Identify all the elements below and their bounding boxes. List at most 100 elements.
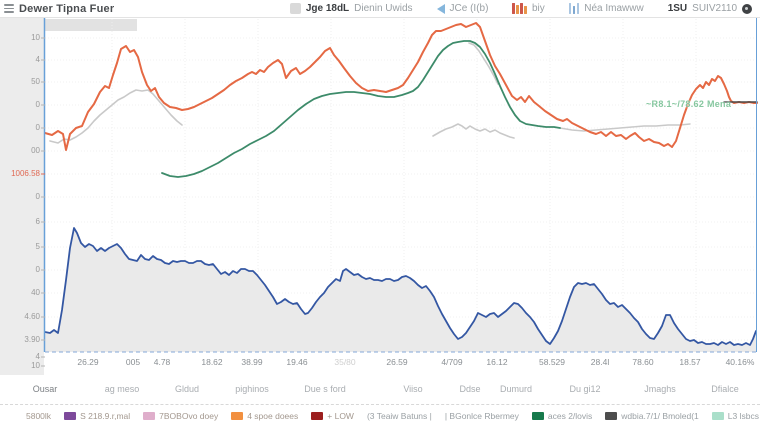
legend-swatch-icon [605, 411, 618, 420]
x-category-label[interactable]: Du gi12 [569, 384, 601, 394]
menu-item-5[interactable]: 1SU SUIV2110 [668, 3, 752, 14]
x-tick-value: 16.12 [486, 357, 508, 367]
x-category-label[interactable]: Ousar [32, 384, 58, 394]
price-annotation: ~R8.1~/78.62 Mena [646, 99, 732, 109]
blue-triangle-icon [436, 3, 445, 14]
x-category-label[interactable]: Jmaghs [644, 384, 676, 394]
legend-item[interactable]: (3 Teaiw Batuns | [367, 411, 432, 421]
x-category-label[interactable]: ag meso [104, 384, 140, 394]
gray-trace-d [559, 123, 691, 132]
y-tick-label: 00 [31, 146, 40, 155]
y-tick-label: 4.60 [24, 312, 40, 321]
x-tick-value: 19.46 [286, 357, 308, 367]
x-tick-value: 26.59 [386, 357, 408, 367]
legend-label: S 218.9.r,mal [80, 410, 131, 421]
range-selector-box[interactable] [45, 19, 137, 31]
legend-label: 5800lk [26, 410, 52, 421]
legend-swatch-icon [531, 411, 544, 420]
menu-item-label: Dienin Uwids [354, 3, 413, 14]
legend-item[interactable]: aces 2/lovis [531, 410, 593, 421]
legend-swatch-icon [64, 411, 77, 420]
y-tick-label: 40 [31, 288, 40, 297]
menu-item-label-bold: Jge 18dL [305, 3, 350, 14]
menu-item-label: biy [531, 3, 545, 14]
gray-square-icon [289, 3, 301, 14]
x-category-label[interactable]: Dfialce [711, 384, 739, 394]
x-tick-value: 18.62 [201, 357, 223, 367]
legend-label: wdbia.7/1/ Bmoled(1 [621, 410, 699, 421]
gray-trace-a [49, 89, 183, 144]
legend-item[interactable]: | BGonlce Rbermey [445, 411, 519, 421]
x-tick-value: 35/80 [334, 357, 356, 367]
legend-label: 7BOBOvo doey [159, 410, 219, 421]
y-tick-label: 50 [31, 77, 40, 86]
x-tick-value: 78.60 [632, 357, 654, 367]
x-category-label[interactable]: Dumurd [499, 384, 533, 394]
y-tick-label: 5 [35, 242, 40, 251]
x-category-label[interactable]: Viiso [403, 384, 423, 394]
legend-item[interactable]: + LOW [311, 411, 354, 421]
menu-item-label: SUIV2110 [692, 3, 737, 14]
x-category-label[interactable]: Ddse [459, 384, 481, 394]
x-tick-value: 26.29 [77, 357, 99, 367]
menu-icon[interactable] [4, 4, 14, 13]
y-tick-label: 1006.58 [11, 169, 40, 178]
blue-volume-series [44, 227, 757, 346]
y-tick-label: 4 [35, 352, 40, 361]
gray-trace-b [432, 123, 515, 139]
header-menu: Jge 18dL Dienin Uwids JCe (I(b) biy Néa Imaw… [289, 3, 760, 14]
legend-label: | BGonlce Rbermey [444, 410, 519, 421]
menu-item-label: JCe (I(b) [449, 3, 489, 14]
blue-bars-icon [568, 3, 580, 14]
y-tick-label: 0 [35, 265, 40, 274]
orange-series [44, 22, 758, 151]
blue-volume-series-area [45, 228, 756, 352]
dark-circle-icon [742, 3, 752, 14]
menu-item-2[interactable]: JCe (I(b) [436, 3, 489, 14]
y-tick-label: 3.90 [24, 335, 40, 344]
x-tick-value: 58.529 [539, 357, 565, 367]
legend-item[interactable]: S 218.9.r,mal [64, 411, 130, 421]
legend-label: (3 Teaiw Batuns | [366, 410, 432, 421]
legend-swatch-icon [311, 411, 324, 420]
x-tick-value: 4.78 [153, 357, 171, 367]
y-tick-label: 0 [35, 100, 40, 109]
y-axis-gutter [0, 18, 44, 375]
legend-swatch-icon [231, 411, 244, 420]
app-header: Dewer Tipna Fuer Jge 18dL Dienin Uwids JCe… [0, 0, 760, 18]
x-tick-value: 38.99 [241, 357, 263, 367]
green-series [161, 40, 561, 178]
x-category-label[interactable]: pighinos [235, 384, 269, 394]
app-title-group: Dewer Tipna Fuer [4, 3, 114, 15]
menu-item-4[interactable]: Néa Imawww [568, 3, 644, 14]
menu-item-label: Néa Imawww [584, 3, 644, 14]
red-bars-icon [512, 3, 527, 14]
legend-label: aces 2/lovis [547, 410, 593, 421]
x-category-label[interactable]: Due s ford [304, 384, 346, 394]
legend-label: L3 lsbcs [727, 410, 759, 421]
x-tick-value: 4/709 [441, 357, 463, 367]
legend-item[interactable]: L3 lsbcs [711, 410, 759, 421]
y-tick-label: 4 [35, 55, 40, 64]
y-tick-label: 10 [31, 361, 40, 370]
legend-item[interactable]: 4 spoe doees [231, 411, 298, 421]
x-tick-value: 40.16% [725, 357, 755, 367]
legend-label: 4 spoe doees [247, 410, 299, 421]
legend-item[interactable]: 7BOBOvo doey [143, 411, 218, 421]
legend-item[interactable]: wdbia.7/1/ Bmoled(1 [605, 411, 699, 421]
y-tick-label: 6 [35, 217, 40, 226]
x-tick-value: 005 [125, 357, 141, 367]
legend-swatch-icon [711, 411, 724, 420]
y-tick-label: 10 [31, 33, 40, 42]
x-tick-value: 18.57 [679, 357, 701, 367]
x-category-label[interactable]: Gldud [174, 384, 200, 394]
menu-item-3[interactable]: biy [512, 3, 545, 14]
app-title: Dewer Tipna Fuer [19, 2, 115, 15]
legend-item[interactable]: 5800lk [26, 411, 51, 421]
y-tick-label: 0 [35, 192, 40, 201]
x-tick-value: 28.4l [590, 357, 610, 367]
y-tick-label: 0 [35, 123, 40, 132]
gray-trace-c [468, 42, 499, 85]
menu-item-1[interactable]: Jge 18dL Dienin Uwids [289, 3, 413, 14]
